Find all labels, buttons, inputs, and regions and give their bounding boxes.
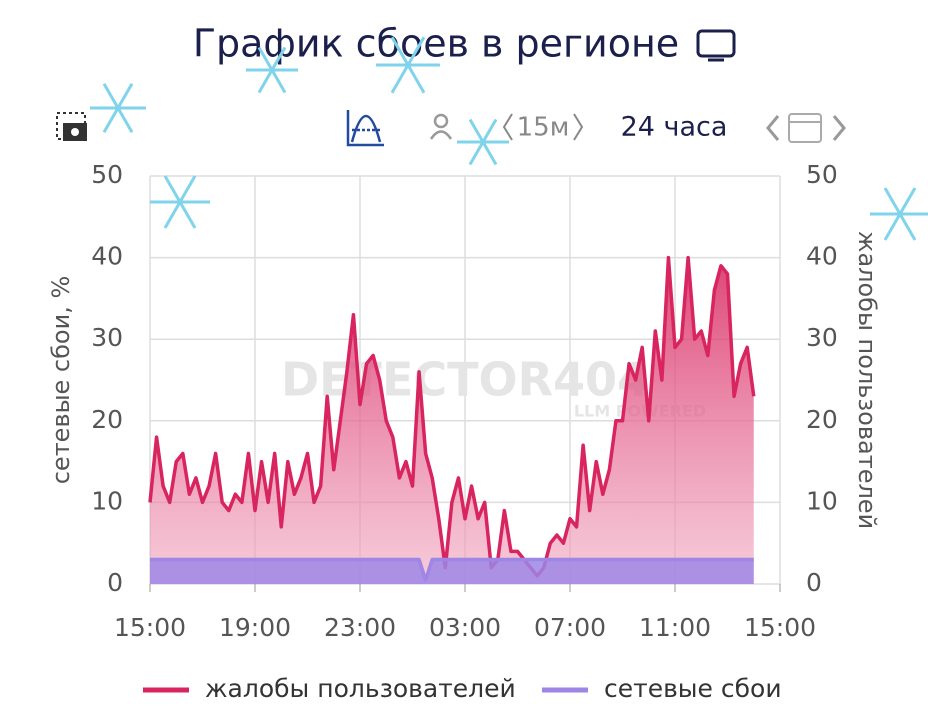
snowflake-arm: [883, 187, 917, 241]
watermark: DETECTOR404: [281, 353, 649, 407]
x-tick-label: 15:00: [744, 613, 816, 642]
snowflake: [150, 175, 210, 229]
y2-tick-label: 40: [806, 242, 838, 271]
series-area: [150, 559, 754, 584]
y-tick-label: 10: [91, 486, 123, 515]
snowflake-arm: [163, 175, 197, 229]
y-tick-label: 20: [91, 405, 123, 434]
interval[interactable]: 15м: [517, 113, 570, 143]
monitor-icon: [696, 29, 736, 62]
series-line: [150, 557, 754, 582]
y2-tick-label: 10: [806, 486, 838, 515]
y2-tick-label: 50: [806, 160, 838, 189]
y2-tick-label: 30: [806, 323, 838, 352]
screenshot-icon[interactable]: [56, 112, 87, 141]
snowflake-arm: [102, 83, 134, 133]
calendar-icon[interactable]: [788, 113, 822, 143]
x-tick-label: 11:00: [639, 613, 711, 642]
next-interval[interactable]: [573, 113, 584, 141]
x-tick-label: 03:00: [429, 613, 501, 642]
period[interactable]: 24 часа: [621, 112, 728, 143]
y2-tick-label: 20: [806, 405, 838, 434]
y-tick-label: 0: [107, 568, 123, 597]
legend-label: сетевые сбои: [604, 674, 782, 703]
y-tick-label: 40: [91, 242, 123, 271]
next-day[interactable]: [832, 115, 846, 141]
snowflake-arm: [390, 36, 426, 94]
x-tick-label: 23:00: [324, 613, 396, 642]
snowflake-arm: [468, 118, 498, 166]
series-line: [148, 255, 756, 578]
snowflake-arm: [257, 46, 287, 94]
y2-tick-label: 0: [806, 568, 822, 597]
snowflake: [457, 118, 509, 166]
legend-label: жалобы пользователей: [205, 674, 516, 703]
y-axis-label: сетевые сбои, %: [47, 276, 75, 485]
snowflakes: [90, 36, 928, 241]
snowflake: [376, 36, 440, 94]
prev-day[interactable]: [766, 115, 780, 141]
y-tick-label: 30: [91, 323, 123, 352]
y2-axis-label: жалобы пользователей: [853, 231, 881, 529]
prev-interval[interactable]: [502, 113, 513, 141]
snowflake: [90, 83, 146, 133]
x-tick-label: 07:00: [534, 613, 606, 642]
snowflake: [870, 187, 928, 241]
user-icon: [429, 113, 453, 140]
x-tick-label: 19:00: [219, 613, 291, 642]
x-tick-label: 15:00: [114, 613, 186, 642]
y-tick-label: 50: [91, 160, 123, 189]
title: График сбоев в регионе: [193, 22, 679, 66]
series-area: [150, 257, 754, 584]
chart-mode-icon[interactable]: [346, 110, 384, 147]
snowflake: [246, 46, 298, 94]
